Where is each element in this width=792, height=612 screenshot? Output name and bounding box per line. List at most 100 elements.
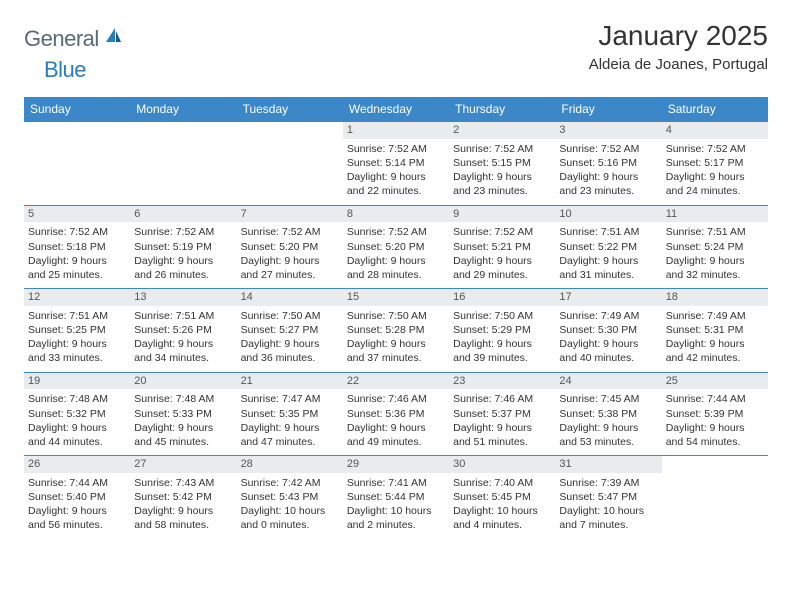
day-ss: Sunset: 5:21 PM	[453, 240, 551, 254]
day-dl: Daylight: 9 hours and 23 minutes.	[559, 170, 657, 198]
sail-icon	[103, 27, 123, 50]
day-sr: Sunrise: 7:49 AM	[666, 309, 764, 323]
day-dl: Daylight: 9 hours and 29 minutes.	[453, 254, 551, 282]
day-info: Sunrise: 7:51 AMSunset: 5:22 PMDaylight:…	[559, 225, 657, 282]
day-number: 18	[662, 289, 768, 306]
day-info: Sunrise: 7:52 AMSunset: 5:17 PMDaylight:…	[666, 142, 764, 199]
calendar-day: 4 Sunrise: 7:52 AMSunset: 5:17 PMDaylight…	[662, 122, 768, 206]
calendar-day: 17Sunrise: 7:49 AMSunset: 5:30 PMDayligh…	[555, 289, 661, 373]
calendar-week: 19Sunrise: 7:48 AMSunset: 5:32 PMDayligh…	[24, 372, 768, 456]
calendar-day: 31Sunrise: 7:39 AMSunset: 5:47 PMDayligh…	[555, 456, 661, 539]
calendar-table: SundayMondayTuesdayWednesdayThursdayFrid…	[24, 97, 768, 539]
day-header: Sunday	[24, 97, 130, 122]
day-dl: Daylight: 9 hours and 44 minutes.	[28, 421, 126, 449]
calendar-day: 15Sunrise: 7:50 AMSunset: 5:28 PMDayligh…	[343, 289, 449, 373]
day-number: 14	[237, 289, 343, 306]
day-info: Sunrise: 7:52 AMSunset: 5:15 PMDaylight:…	[453, 142, 551, 199]
calendar-day: 19Sunrise: 7:48 AMSunset: 5:32 PMDayligh…	[24, 372, 130, 456]
day-number: 4	[662, 122, 768, 139]
day-sr: Sunrise: 7:50 AM	[241, 309, 339, 323]
calendar-day: 21 Sunrise: 7:47 AMSunset: 5:35 PMDayligh…	[237, 372, 343, 456]
day-sr: Sunrise: 7:52 AM	[347, 225, 445, 239]
day-ss: Sunset: 5:47 PM	[559, 490, 657, 504]
day-info: Sunrise: 7:49 AMSunset: 5:30 PMDaylight:…	[559, 309, 657, 366]
calendar-day: 1Sunrise: 7:52 AMSunset: 5:14 PMDaylight…	[343, 122, 449, 206]
day-number: 26	[24, 456, 130, 473]
day-number: 23	[449, 373, 555, 390]
day-sr: Sunrise: 7:52 AM	[134, 225, 232, 239]
calendar-day: 20Sunrise: 7:48 AMSunset: 5:33 PMDayligh…	[130, 372, 236, 456]
day-number: 28	[237, 456, 343, 473]
calendar-day: 13Sunrise: 7:51 AMSunset: 5:26 PMDayligh…	[130, 289, 236, 373]
day-dl: Daylight: 9 hours and 24 minutes.	[666, 170, 764, 198]
calendar-day: 3Sunrise: 7:52 AMSunset: 5:16 PMDaylight…	[555, 122, 661, 206]
calendar-day: 22Sunrise: 7:46 AMSunset: 5:36 PMDayligh…	[343, 372, 449, 456]
day-header: Tuesday	[237, 97, 343, 122]
calendar-day: 2Sunrise: 7:52 AMSunset: 5:15 PMDaylight…	[449, 122, 555, 206]
day-number: 11	[662, 206, 768, 223]
day-ss: Sunset: 5:45 PM	[453, 490, 551, 504]
calendar-week: 1Sunrise: 7:52 AMSunset: 5:14 PMDaylight…	[24, 122, 768, 206]
day-info: Sunrise: 7:52 AMSunset: 5:19 PMDaylight:…	[134, 225, 232, 282]
day-dl: Daylight: 9 hours and 51 minutes.	[453, 421, 551, 449]
day-number: 22	[343, 373, 449, 390]
logo-text-general: General	[24, 26, 99, 52]
day-number: 5	[24, 206, 130, 223]
day-sr: Sunrise: 7:52 AM	[559, 142, 657, 156]
day-number: 24	[555, 373, 661, 390]
day-ss: Sunset: 5:42 PM	[134, 490, 232, 504]
day-sr: Sunrise: 7:46 AM	[347, 392, 445, 406]
day-sr: Sunrise: 7:51 AM	[28, 309, 126, 323]
day-header: Friday	[555, 97, 661, 122]
day-number: 6	[130, 206, 236, 223]
day-info: Sunrise: 7:51 AMSunset: 5:26 PMDaylight:…	[134, 309, 232, 366]
day-ss: Sunset: 5:27 PM	[241, 323, 339, 337]
day-sr: Sunrise: 7:42 AM	[241, 476, 339, 490]
day-ss: Sunset: 5:17 PM	[666, 156, 764, 170]
day-ss: Sunset: 5:22 PM	[559, 240, 657, 254]
day-number: 21	[237, 373, 343, 390]
day-sr: Sunrise: 7:52 AM	[666, 142, 764, 156]
calendar-day: 12Sunrise: 7:51 AMSunset: 5:25 PMDayligh…	[24, 289, 130, 373]
day-number: 27	[130, 456, 236, 473]
day-dl: Daylight: 9 hours and 42 minutes.	[666, 337, 764, 365]
day-number: 25	[662, 373, 768, 390]
day-sr: Sunrise: 7:51 AM	[134, 309, 232, 323]
day-sr: Sunrise: 7:44 AM	[666, 392, 764, 406]
calendar-day: 30Sunrise: 7:40 AMSunset: 5:45 PMDayligh…	[449, 456, 555, 539]
day-sr: Sunrise: 7:46 AM	[453, 392, 551, 406]
day-sr: Sunrise: 7:50 AM	[453, 309, 551, 323]
day-number: 29	[343, 456, 449, 473]
day-dl: Daylight: 9 hours and 49 minutes.	[347, 421, 445, 449]
day-dl: Daylight: 9 hours and 39 minutes.	[453, 337, 551, 365]
day-ss: Sunset: 5:20 PM	[347, 240, 445, 254]
day-sr: Sunrise: 7:45 AM	[559, 392, 657, 406]
day-ss: Sunset: 5:26 PM	[134, 323, 232, 337]
day-info: Sunrise: 7:39 AMSunset: 5:47 PMDaylight:…	[559, 476, 657, 533]
day-sr: Sunrise: 7:52 AM	[453, 142, 551, 156]
day-number: 10	[555, 206, 661, 223]
location: Aldeia de Joanes, Portugal	[589, 56, 768, 73]
day-info: Sunrise: 7:47 AMSunset: 5:35 PMDaylight:…	[241, 392, 339, 449]
day-dl: Daylight: 9 hours and 58 minutes.	[134, 504, 232, 532]
calendar-day: 29Sunrise: 7:41 AMSunset: 5:44 PMDayligh…	[343, 456, 449, 539]
title-block: January 2025 Aldeia de Joanes, Portugal	[589, 20, 768, 75]
day-number: 30	[449, 456, 555, 473]
day-dl: Daylight: 9 hours and 53 minutes.	[559, 421, 657, 449]
day-number: 12	[24, 289, 130, 306]
day-number: 16	[449, 289, 555, 306]
day-dl: Daylight: 9 hours and 23 minutes.	[453, 170, 551, 198]
calendar-day	[237, 122, 343, 206]
logo: General	[24, 26, 125, 52]
day-info: Sunrise: 7:51 AMSunset: 5:24 PMDaylight:…	[666, 225, 764, 282]
day-header: Wednesday	[343, 97, 449, 122]
day-dl: Daylight: 9 hours and 34 minutes.	[134, 337, 232, 365]
day-info: Sunrise: 7:46 AMSunset: 5:37 PMDaylight:…	[453, 392, 551, 449]
calendar-day: 10 Sunrise: 7:51 AMSunset: 5:22 PMDayligh…	[555, 205, 661, 289]
day-sr: Sunrise: 7:41 AM	[347, 476, 445, 490]
day-info: Sunrise: 7:48 AMSunset: 5:32 PMDaylight:…	[28, 392, 126, 449]
day-ss: Sunset: 5:20 PM	[241, 240, 339, 254]
day-info: Sunrise: 7:50 AMSunset: 5:29 PMDaylight:…	[453, 309, 551, 366]
day-info: Sunrise: 7:50 AMSunset: 5:27 PMDaylight:…	[241, 309, 339, 366]
calendar-day: 23 Sunrise: 7:46 AMSunset: 5:37 PMDayligh…	[449, 372, 555, 456]
